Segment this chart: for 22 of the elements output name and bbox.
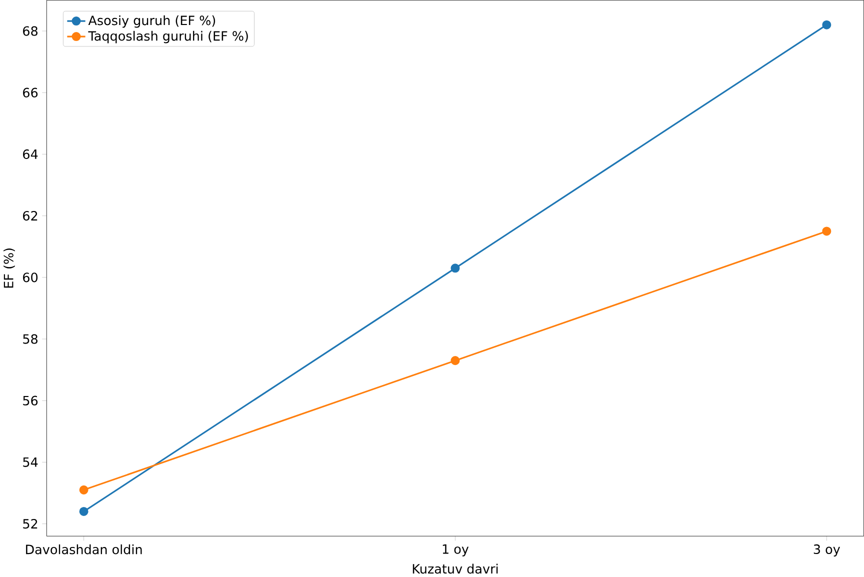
legend-label: Taqqoslash guruhi (EF %)	[88, 30, 248, 44]
point	[79, 506, 88, 516]
point	[79, 485, 88, 494]
y-tick-label: 60	[23, 272, 38, 282]
y-tick-label: 68	[23, 26, 38, 36]
x-tick-label: 1 oy	[442, 544, 469, 556]
x-tick-label: 3 oy	[814, 544, 840, 556]
y-tick-label: 58	[23, 334, 38, 344]
y-tick-label: 54	[23, 457, 38, 467]
point	[822, 226, 832, 236]
y-tick-label: 66	[23, 88, 38, 98]
legend-label: Asosiy guruh (EF %)	[88, 15, 216, 28]
x-tick-label: Davolashdan oldin	[26, 544, 142, 554]
y-tick-label: 56	[23, 396, 38, 406]
y-axis-title: EF (%)	[4, 248, 15, 288]
point	[450, 264, 460, 273]
point	[822, 20, 832, 30]
point	[450, 356, 460, 365]
y-tick-label: 64	[23, 149, 38, 159]
y-tick-label: 62	[23, 210, 38, 221]
x-axis-title: Kuzatuv davri	[412, 564, 498, 574]
y-tick-label: 52	[23, 518, 38, 529]
